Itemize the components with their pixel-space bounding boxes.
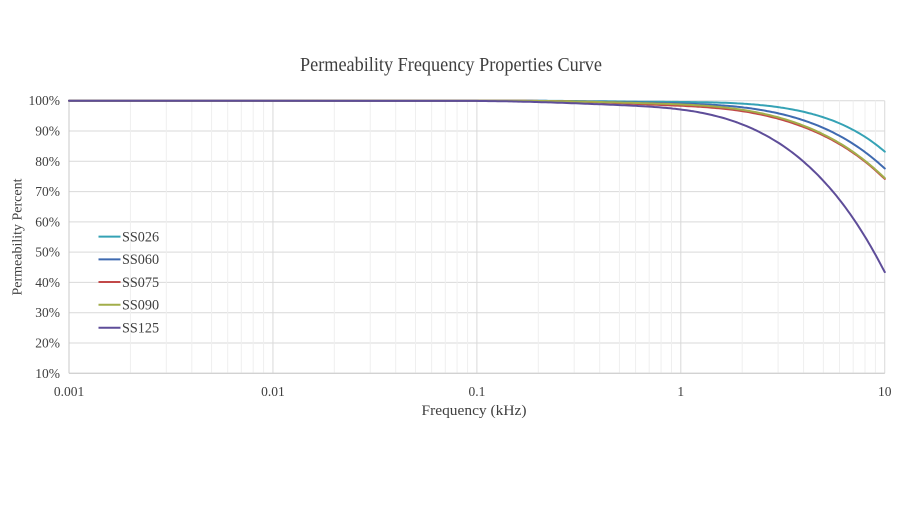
svg-text:30%: 30% bbox=[35, 305, 60, 320]
svg-text:Permeability Frequency Propert: Permeability Frequency Properties Curve bbox=[300, 54, 602, 76]
svg-text:SS125: SS125 bbox=[122, 321, 159, 337]
svg-text:40%: 40% bbox=[35, 275, 60, 290]
svg-text:10: 10 bbox=[878, 384, 892, 399]
svg-text:50%: 50% bbox=[35, 245, 60, 260]
svg-text:10%: 10% bbox=[35, 366, 60, 381]
svg-text:SS075: SS075 bbox=[122, 275, 159, 291]
svg-text:SS060: SS060 bbox=[122, 252, 159, 268]
svg-text:0.01: 0.01 bbox=[261, 384, 285, 399]
svg-text:70%: 70% bbox=[35, 184, 60, 199]
svg-text:1: 1 bbox=[677, 384, 684, 399]
svg-text:Permeability Percent: Permeability Percent bbox=[11, 178, 26, 295]
svg-text:60%: 60% bbox=[35, 214, 60, 229]
svg-text:Frequency (kHz): Frequency (kHz) bbox=[422, 403, 527, 419]
svg-text:100%: 100% bbox=[29, 93, 61, 108]
svg-text:SS090: SS090 bbox=[122, 298, 159, 314]
svg-text:80%: 80% bbox=[35, 154, 60, 169]
svg-text:20%: 20% bbox=[35, 336, 60, 351]
svg-text:SS026: SS026 bbox=[122, 229, 159, 245]
svg-text:0.1: 0.1 bbox=[468, 384, 485, 399]
svg-text:90%: 90% bbox=[35, 124, 60, 139]
svg-text:0.001: 0.001 bbox=[54, 384, 84, 399]
